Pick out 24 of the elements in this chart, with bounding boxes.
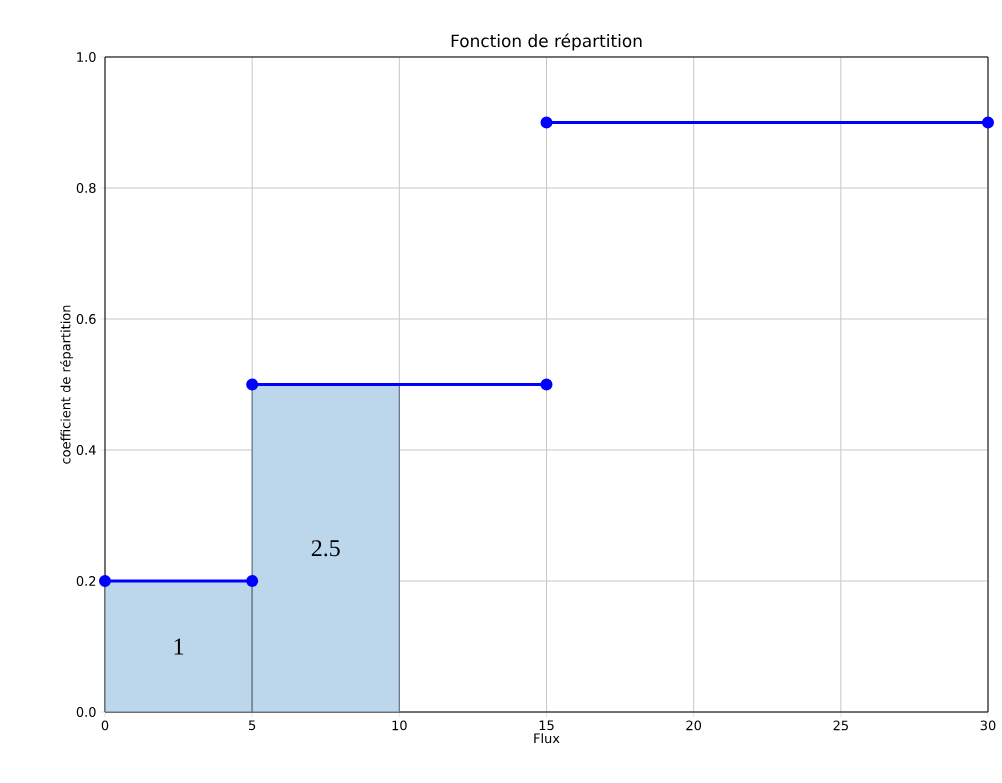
- y-tick-label: 0.2: [76, 576, 96, 586]
- point: [540, 116, 553, 129]
- annotation: 1: [174, 638, 184, 655]
- y-tick-label: 0.0: [76, 707, 96, 717]
- annotation: 2.5: [311, 540, 340, 557]
- x-tick-label: 20: [686, 720, 702, 731]
- y-axis-title: coefficient de répartition: [59, 305, 74, 464]
- y-tick-label: 1.0: [77, 52, 96, 62]
- x-tick-label: 0: [101, 720, 109, 731]
- x-tick-label: 5: [249, 720, 256, 731]
- x-tick-label: 15: [539, 720, 554, 731]
- y-tick-label: 0.6: [76, 314, 96, 324]
- x-axis-title: Flux: [534, 733, 560, 744]
- y-tick-label: 0.4: [76, 445, 96, 455]
- x-tick-label: 30: [980, 720, 996, 731]
- x-tick-label: 25: [833, 720, 848, 731]
- point: [246, 575, 259, 587]
- x-tick-label: 10: [392, 720, 407, 731]
- point: [246, 378, 259, 391]
- point: [540, 378, 553, 391]
- point: [982, 116, 995, 129]
- point: [99, 575, 111, 587]
- y-tick-label: 0.8: [76, 183, 96, 193]
- chart-title: Fonction de répartition: [451, 33, 642, 51]
